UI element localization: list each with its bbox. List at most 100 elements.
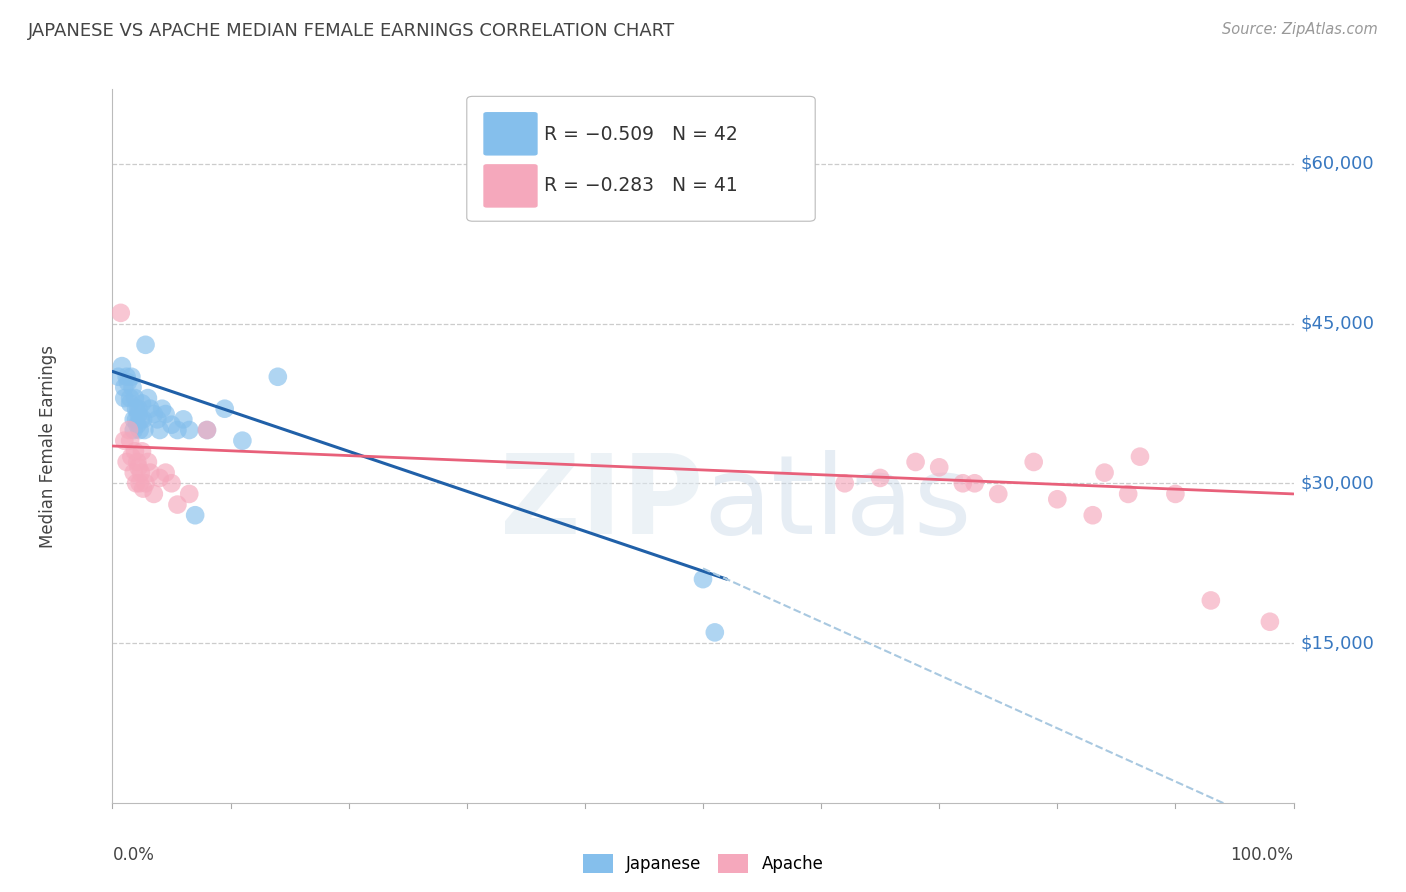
Point (120, 369, 142, 384)
Point (132, 412, 155, 426)
Text: R = −0.509   N = 42: R = −0.509 N = 42 (544, 125, 737, 144)
Point (129, 412, 152, 426)
Text: 100.0%: 100.0% (1230, 846, 1294, 863)
Point (127, 417, 149, 432)
Point (124, 391, 146, 405)
Text: Median Female Earnings: Median Female Earnings (38, 344, 56, 548)
Point (110, 306, 132, 320)
Point (160, 476, 183, 491)
Point (107, 369, 129, 384)
Point (869, 471, 891, 485)
Point (267, 369, 290, 384)
Point (1022, 455, 1045, 469)
Point (166, 498, 188, 512)
Point (155, 466, 177, 480)
Point (122, 412, 145, 426)
Point (1164, 487, 1187, 501)
Point (160, 417, 183, 432)
Point (124, 444, 146, 458)
Text: $45,000: $45,000 (1301, 315, 1375, 333)
Text: JAPANESE VS APACHE MEDIAN FEMALE EARNINGS CORRELATION CHART: JAPANESE VS APACHE MEDIAN FEMALE EARNING… (28, 22, 675, 40)
Point (155, 407, 177, 421)
Point (231, 434, 253, 448)
Point (1046, 492, 1069, 507)
Point (131, 444, 153, 458)
Point (1081, 508, 1104, 523)
Point (1199, 593, 1222, 607)
Text: $15,000: $15,000 (1301, 634, 1375, 652)
Point (120, 396, 142, 410)
Point (131, 396, 153, 410)
Point (118, 423, 141, 437)
Point (987, 487, 1010, 501)
Point (179, 487, 201, 501)
Text: atlas: atlas (703, 450, 972, 557)
Point (136, 391, 159, 405)
Point (115, 369, 138, 384)
Point (112, 380, 135, 394)
Point (111, 359, 134, 373)
Point (184, 508, 207, 523)
Point (214, 401, 236, 416)
Text: $30,000: $30,000 (1301, 475, 1374, 492)
Point (1258, 615, 1281, 629)
Point (150, 401, 173, 416)
Point (834, 476, 856, 491)
Point (122, 423, 145, 437)
Point (127, 455, 149, 469)
Point (136, 455, 159, 469)
Point (166, 423, 188, 437)
Text: 0.0%: 0.0% (112, 846, 155, 863)
Point (128, 423, 150, 437)
Text: Source: ZipAtlas.com: Source: ZipAtlas.com (1222, 22, 1378, 37)
Text: ZIP: ZIP (499, 450, 703, 557)
Point (139, 466, 162, 480)
Point (904, 455, 927, 469)
Point (952, 476, 974, 491)
Point (125, 401, 148, 416)
Point (120, 450, 142, 464)
FancyBboxPatch shape (467, 96, 815, 221)
Point (127, 460, 149, 475)
Point (122, 466, 145, 480)
Legend: Japanese, Apache: Japanese, Apache (576, 847, 830, 880)
Point (142, 407, 165, 421)
Point (195, 423, 218, 437)
Point (117, 375, 139, 389)
FancyBboxPatch shape (484, 164, 537, 208)
Point (132, 482, 155, 496)
Point (172, 412, 194, 426)
Point (121, 380, 143, 394)
Point (928, 460, 950, 475)
Point (149, 471, 172, 485)
Point (1116, 487, 1139, 501)
Point (135, 476, 157, 491)
Point (128, 476, 150, 491)
Point (129, 466, 152, 480)
Point (149, 423, 172, 437)
Point (963, 476, 986, 491)
Text: $60,000: $60,000 (1301, 154, 1374, 173)
Point (112, 391, 135, 405)
Point (120, 391, 142, 405)
Point (139, 401, 162, 416)
Point (1094, 466, 1116, 480)
Point (134, 423, 156, 437)
Point (115, 455, 138, 469)
Point (127, 407, 149, 421)
Point (179, 423, 201, 437)
Point (142, 487, 165, 501)
Point (146, 412, 169, 426)
Point (112, 434, 135, 448)
Point (125, 412, 148, 426)
Point (135, 338, 157, 352)
Point (125, 476, 148, 491)
Point (1129, 450, 1152, 464)
Text: R = −0.283   N = 41: R = −0.283 N = 41 (544, 176, 737, 195)
Point (195, 423, 218, 437)
FancyBboxPatch shape (484, 112, 537, 155)
Point (127, 401, 149, 416)
Point (120, 434, 142, 448)
Point (692, 572, 714, 586)
Point (703, 625, 725, 640)
